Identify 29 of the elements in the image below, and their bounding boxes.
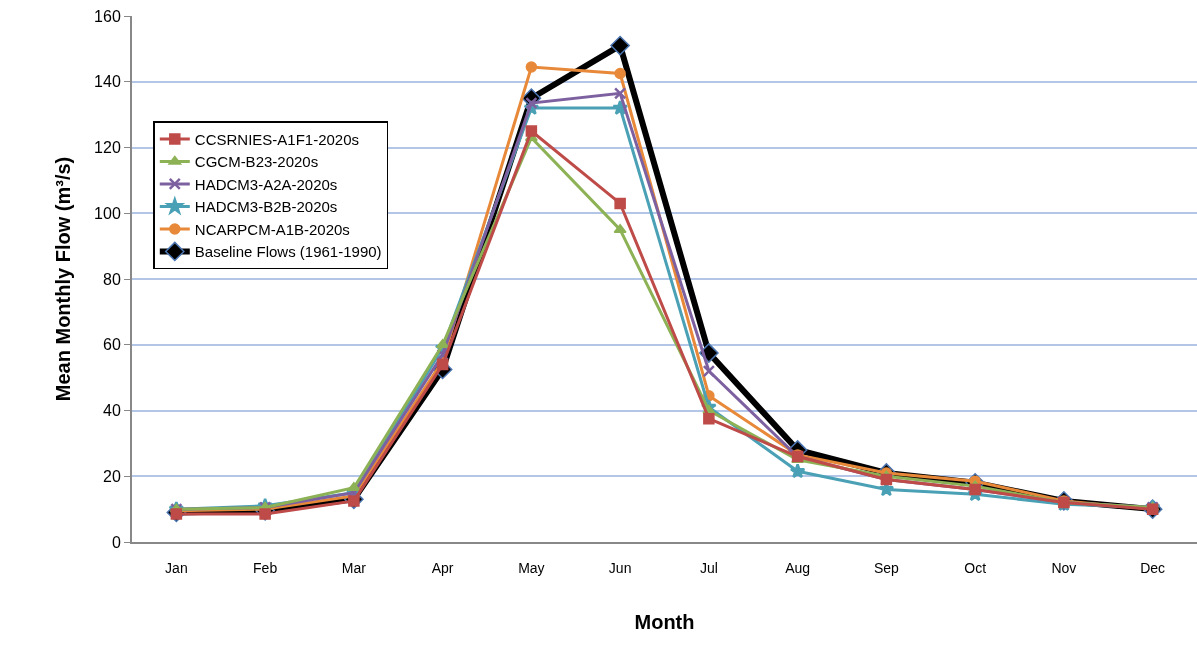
legend-label: HADCM3-A2A-2020s	[194, 175, 338, 193]
y-tick-label: 40	[103, 402, 121, 420]
x-tick-label: Jan	[165, 559, 188, 576]
y-tick-label: 0	[111, 533, 121, 551]
x-tick-label: May	[518, 559, 545, 576]
y-tick-label: 120	[94, 139, 121, 157]
legend-label: CCSRNIES-A1F1-2020s	[194, 130, 360, 148]
legend-label: NCARPCM-A1B-2020s	[194, 220, 350, 238]
y-tick-label: 140	[94, 73, 121, 91]
legend-label: CGCM-B23-2020s	[194, 153, 319, 171]
y-tick-label: 100	[94, 204, 121, 222]
x-tick-label: Oct	[964, 559, 987, 576]
x-tick-label: Nov	[1051, 559, 1077, 576]
legend-label: Baseline Flows (1961-1990)	[194, 243, 382, 261]
x-tick-label: Jul	[699, 559, 718, 576]
y-tick-label: 160	[94, 7, 121, 25]
x-tick-label: Aug	[785, 559, 811, 576]
y-tick-label: 80	[103, 270, 121, 288]
x-axis-title: Month	[634, 610, 695, 633]
y-tick-label: 60	[103, 336, 121, 354]
x-tick-label: Dec	[1140, 559, 1166, 576]
x-tick-label: Sep	[873, 559, 900, 576]
x-tick-label: Mar	[341, 559, 367, 576]
y-tick-label: 20	[103, 467, 121, 485]
x-tick-label: Jun	[608, 559, 632, 576]
x-tick-label: Feb	[253, 559, 278, 576]
x-tick-label: Apr	[431, 559, 454, 576]
legend-label: HADCM3-B2B-2020s	[194, 198, 338, 216]
y-axis-title: Mean Monthly Flow (m³/s)	[52, 156, 75, 402]
